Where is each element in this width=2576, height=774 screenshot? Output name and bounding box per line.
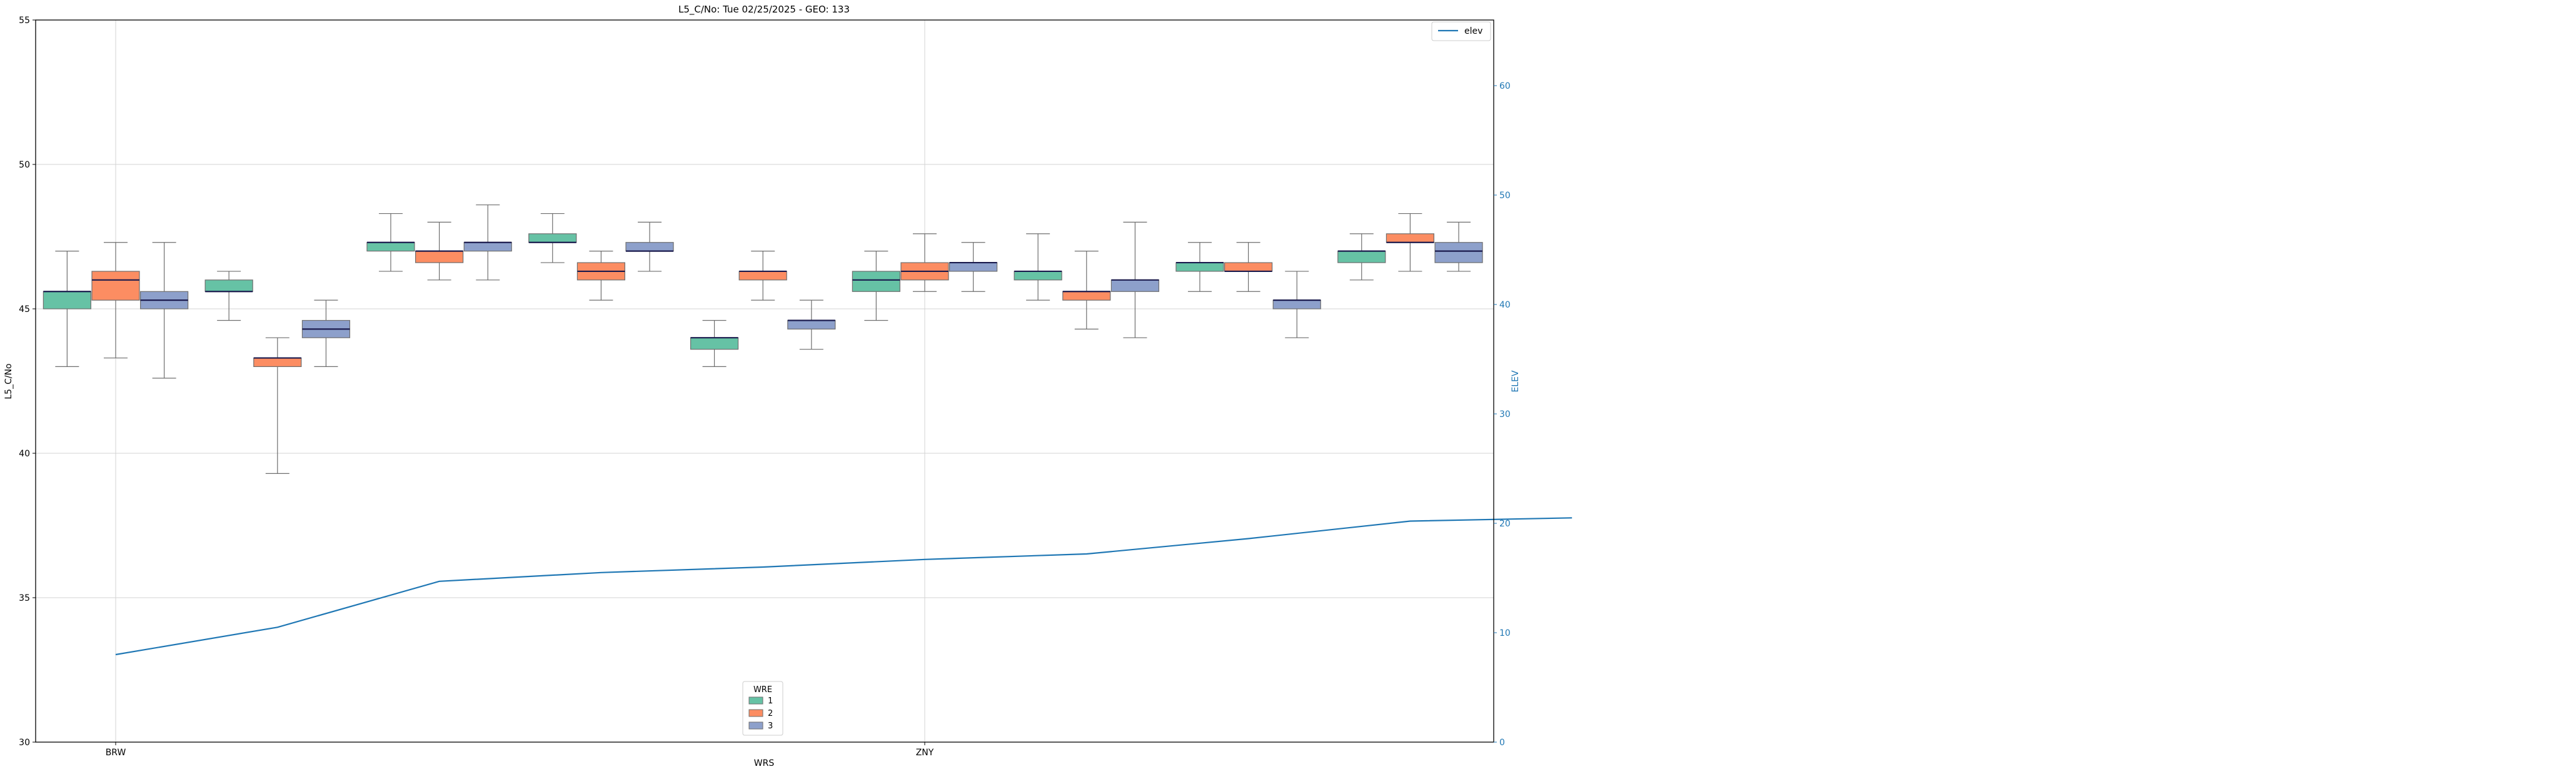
wre-legend-entry: 1 xyxy=(748,696,773,706)
elev-legend: elev xyxy=(1431,21,1491,41)
box-body xyxy=(852,271,900,292)
y2-tick-label: 60 xyxy=(1499,81,1511,91)
y-tick-label: 45 xyxy=(19,304,30,314)
box-wre-3 xyxy=(625,221,674,272)
box-body xyxy=(463,242,512,252)
plot-frame xyxy=(35,19,1494,743)
y2-tick-label: 20 xyxy=(1499,519,1511,529)
box-wre-3 xyxy=(1110,221,1160,338)
x-axis-label: WRS xyxy=(754,758,775,768)
wre-legend-entry: 2 xyxy=(748,709,773,718)
wre-legend-entries: 1 2 3 xyxy=(748,696,773,731)
y-tick-label: 35 xyxy=(19,593,30,603)
box-wre-2 xyxy=(1386,213,1434,272)
chart-title: L5_C/No: Tue 02/25/2025 - GEO: 133 xyxy=(678,4,850,16)
wre-legend-title: WRE xyxy=(753,685,772,695)
box-wre-3 xyxy=(301,299,351,368)
box-wre-2 xyxy=(1224,242,1273,292)
wre-legend-swatch xyxy=(748,696,763,705)
y-tick-label: 30 xyxy=(19,738,30,748)
y-axis-left: 30 35 40 45 50 55 xyxy=(19,16,36,748)
box-body xyxy=(43,291,91,309)
box-body xyxy=(528,233,577,243)
y2-tick-label: 0 xyxy=(1499,738,1505,748)
box-body xyxy=(949,262,998,272)
box-body xyxy=(690,337,739,350)
elev-legend-label: elev xyxy=(1464,26,1482,36)
box-series xyxy=(43,204,1483,474)
box-body xyxy=(1014,271,1062,281)
box-wre-1 xyxy=(1337,233,1386,281)
elevation-line xyxy=(115,517,1572,656)
box-body xyxy=(1386,233,1434,243)
box-wre-2 xyxy=(900,233,949,292)
box-wre-2 xyxy=(415,221,464,281)
box-wre-1 xyxy=(852,251,900,321)
box-wre-1 xyxy=(43,251,91,368)
box-wre-1 xyxy=(204,271,253,321)
box-body xyxy=(1175,262,1224,272)
box-body xyxy=(1337,251,1386,263)
box-wre-3 xyxy=(787,299,836,350)
box-wre-3 xyxy=(949,242,998,292)
y2-axis-label: ELEV xyxy=(1511,370,1521,392)
box-body xyxy=(1062,291,1111,301)
wre-legend-entry: 3 xyxy=(748,721,773,731)
box-body xyxy=(625,242,674,252)
x-axis: BRW ZNY xyxy=(106,742,934,758)
box-wre-1 xyxy=(1014,233,1062,301)
box-body xyxy=(366,242,415,252)
wre-legend-swatch xyxy=(748,709,763,717)
box-body xyxy=(1110,279,1160,292)
y-tick-label: 55 xyxy=(19,16,30,26)
wre-legend: WRE 1 2 3 xyxy=(742,681,783,736)
box-body xyxy=(204,279,253,292)
box-body xyxy=(787,319,836,329)
box-body xyxy=(1272,299,1321,309)
y-axis-right: 0 10 20 30 40 50 60 xyxy=(1494,81,1511,748)
box-body xyxy=(738,271,787,281)
y2-tick-label: 40 xyxy=(1499,300,1511,310)
y2-tick-label: 50 xyxy=(1499,191,1511,201)
box-wre-3 xyxy=(463,204,512,281)
y-axis-label: L5_C/No xyxy=(4,363,14,399)
x-tick-label: BRW xyxy=(106,748,126,758)
wre-legend-label: 3 xyxy=(768,721,773,731)
box-wre-2 xyxy=(576,251,626,301)
box-wre-1 xyxy=(690,319,739,368)
y2-tick-label: 30 xyxy=(1499,410,1511,420)
box-body xyxy=(253,357,302,367)
y-tick-label: 50 xyxy=(19,160,30,170)
wre-legend-swatch xyxy=(748,721,763,730)
box-body xyxy=(1224,262,1273,272)
elev-legend-frame xyxy=(1431,21,1491,41)
box-wre-3 xyxy=(1434,221,1483,272)
wre-legend-label: 2 xyxy=(768,709,773,718)
box-body xyxy=(91,271,140,301)
box-body xyxy=(1434,242,1483,263)
box-wre-1 xyxy=(528,213,577,263)
box-wre-2 xyxy=(253,337,302,474)
box-wre-2 xyxy=(91,242,140,359)
box-wre-3 xyxy=(1272,271,1321,338)
box-body xyxy=(415,251,464,263)
x-tick-label: ZNY xyxy=(916,748,934,758)
box-wre-3 xyxy=(140,242,189,379)
box-wre-1 xyxy=(1175,242,1224,292)
box-wre-2 xyxy=(1062,251,1111,329)
box-wre-2 xyxy=(738,251,787,301)
y-tick-label: 40 xyxy=(19,449,30,459)
box-wre-1 xyxy=(366,213,415,272)
y2-tick-label: 10 xyxy=(1499,628,1511,638)
elevation-series xyxy=(115,517,1572,656)
wre-legend-label: 1 xyxy=(768,696,773,706)
